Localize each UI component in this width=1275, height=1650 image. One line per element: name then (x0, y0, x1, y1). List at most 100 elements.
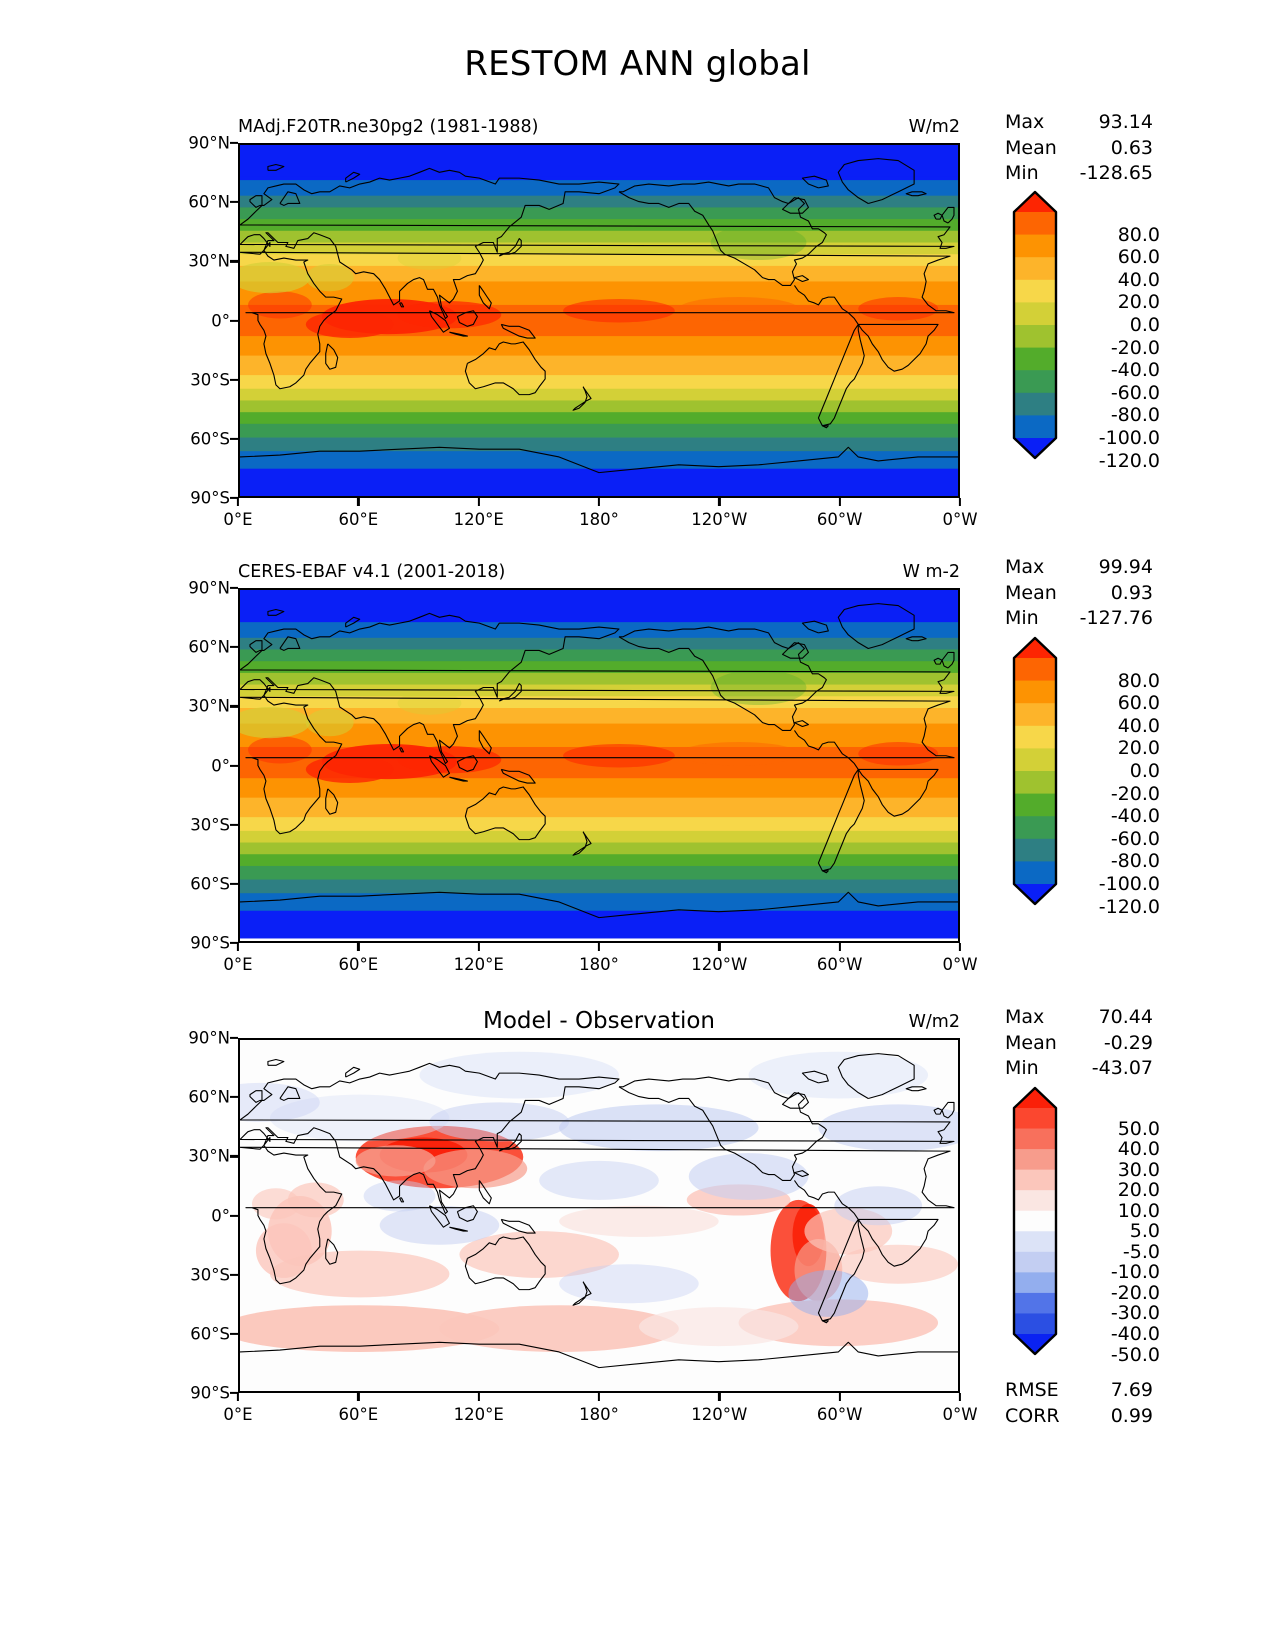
panel-header-difference: Model - Observation W/m2 (238, 1008, 960, 1034)
tick-mark (477, 498, 480, 506)
latitude-tick-label: 30°S (190, 1265, 230, 1285)
colorbar-difference: 50.0 40.0 30.0 20.0 10.0 5.0 -5.0 -10.0 -20.0 -30… (1012, 1086, 1160, 1366)
stat-key: Max (1005, 1006, 1045, 1028)
tick-mark (477, 943, 480, 951)
latitude-tick-label: 90°S (190, 933, 230, 953)
tick-mark (230, 1332, 238, 1335)
tick-mark (230, 378, 238, 381)
longitude-tick-label: 180° (579, 510, 619, 529)
latitude-axis-model: 90°N 60°N 30°N 0° 30°S 60°S 90°S (176, 134, 230, 508)
metric-key: CORR (1005, 1404, 1060, 1427)
colorbar-tick-label: -5.0 (1122, 1240, 1160, 1263)
longitude-tick-label: 60°E (338, 510, 379, 529)
tick-mark (230, 496, 238, 500)
tick-mark (230, 437, 238, 440)
colorbar-tick-label: 0.0 (1129, 314, 1160, 336)
colorbar-tick-label: -60.0 (1110, 827, 1160, 850)
colorbar-tick-label: 40.0 (1117, 714, 1160, 737)
tick-mark (597, 498, 601, 506)
tick-mark (236, 943, 240, 951)
tick-mark (597, 1393, 601, 1401)
longitude-tick-label: 0°W (942, 955, 978, 974)
stat-value: 0.63 (1110, 136, 1153, 159)
colorbar-tick-label: 30.0 (1117, 1158, 1160, 1181)
tick-mark (838, 1393, 841, 1401)
longitude-tick-label: 0°E (223, 955, 253, 974)
latitude-tick-label: 60°S (190, 874, 230, 894)
latitude-tick-label: 90°S (190, 1383, 230, 1403)
colorbar-gradient (1012, 190, 1058, 460)
colorbar-tick-label: -100.0 (1098, 427, 1160, 449)
tick-mark (838, 943, 841, 951)
stat-row: Min -127.76 (1005, 606, 1153, 632)
latitude-tick-label: 30°S (190, 815, 230, 835)
tick-mark (718, 1393, 721, 1401)
colorbar-tick-label: -120.0 (1098, 895, 1160, 918)
panel-title-observation: CERES-EBAF v4.1 (2001-2018) (238, 562, 506, 582)
tick-mark (230, 201, 238, 204)
latitude-tick-label: 60°S (190, 1324, 230, 1344)
latitude-axis-observation: 90°N 60°N 30°N 0° 30°S 60°S 90°S (176, 579, 230, 953)
tick-mark (357, 1393, 360, 1401)
map-observation[interactable] (238, 588, 960, 943)
tick-mark (230, 1273, 238, 1276)
tick-mark (597, 943, 601, 951)
map-difference[interactable] (238, 1038, 960, 1393)
longitude-tick-label: 120°W (691, 1405, 748, 1424)
colorbar-tick-label: -60.0 (1110, 381, 1160, 404)
latitude-ticks-observation (230, 586, 239, 945)
longitude-tick-label: 120°E (453, 510, 504, 529)
tick-mark (230, 823, 238, 826)
stat-key: Min (1005, 607, 1039, 629)
longitude-tick-label: 60°E (338, 1405, 379, 1424)
metric-value: 0.99 (1110, 1404, 1153, 1427)
colorbar-tick-label: 20.0 (1117, 1179, 1160, 1202)
tick-mark (236, 498, 240, 506)
colorbar-tick-label: 10.0 (1117, 1199, 1160, 1222)
latitude-ticks-difference (230, 1036, 239, 1395)
stat-key: Min (1005, 1057, 1039, 1079)
latitude-tick-label: 30°N (188, 251, 230, 271)
latitude-tick-label: 90°N (188, 133, 230, 153)
colorbar-tick-label: 80.0 (1117, 669, 1160, 692)
stat-value: 93.14 (1098, 111, 1153, 133)
tick-mark (230, 260, 238, 263)
longitude-tick-label: 120°E (453, 1405, 504, 1424)
longitude-axis-observation: 0°E 60°E 120°E 180° 120°W 60°W 0°W (223, 955, 977, 981)
stat-row: Max 99.94 (1005, 555, 1153, 581)
stats-observation: Max 99.94 Mean 0.93 Min -127.76 (1005, 555, 1153, 632)
tick-mark (230, 586, 238, 590)
colorbar-tick-label: 80.0 (1117, 223, 1160, 246)
stat-value: 0.93 (1110, 581, 1153, 604)
stat-value: 70.44 (1098, 1006, 1153, 1028)
map-model[interactable] (238, 143, 960, 498)
panel-units-observation: W m-2 (902, 562, 960, 582)
longitude-ticks-difference (236, 1393, 962, 1402)
stat-key: Mean (1005, 1031, 1057, 1054)
tick-mark (230, 1036, 238, 1040)
colorbar-observation: 80.0 60.0 40.0 20.0 0.0 -20.0 -40.0 -60.0 -80.0-… (1012, 636, 1160, 918)
longitude-tick-label: 0°E (223, 1405, 253, 1424)
stats-model: Max 93.14 Mean 0.63 Min -128.65 (1005, 110, 1153, 187)
stat-row: Mean 0.63 (1005, 136, 1153, 162)
tick-mark (230, 1096, 238, 1099)
colorbar-tick-label: -100.0 (1098, 873, 1160, 895)
panel-title-model: MAdj.F20TR.ne30pg2 (1981-1988) (238, 117, 539, 137)
latitude-axis-difference: 90°N 60°N 30°N 0° 30°S 60°S 90°S (176, 1029, 230, 1403)
colorbar-tick-label: -20.0 (1110, 1281, 1160, 1304)
stat-row: Max 70.44 (1005, 1005, 1153, 1031)
stat-row: Min -128.65 (1005, 161, 1153, 187)
metrics-difference: RMSE 7.69 CORR 0.99 (1005, 1378, 1153, 1429)
colorbar-model: 80.0 60.0 40.0 20.0 0.0 -20.0 -40.0 -60.0 -80.0-… (1012, 190, 1160, 472)
tick-mark (230, 319, 238, 322)
map-contour-field-difference (240, 1040, 958, 1391)
tick-mark (230, 646, 238, 649)
stat-value: -127.76 (1079, 607, 1153, 629)
stat-value: 99.94 (1098, 556, 1153, 578)
latitude-tick-label: 90°N (188, 578, 230, 598)
tick-mark (357, 943, 360, 951)
tick-mark (230, 764, 238, 767)
stat-key: Min (1005, 162, 1039, 184)
longitude-tick-label: 60°W (816, 1405, 863, 1424)
latitude-tick-label: 90°N (188, 1028, 230, 1048)
